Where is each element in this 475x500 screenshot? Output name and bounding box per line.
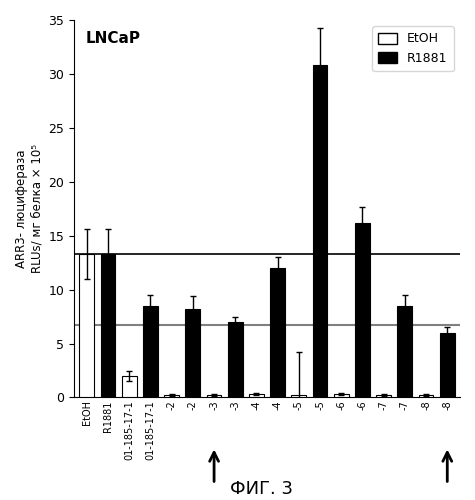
- Bar: [143, 306, 158, 398]
- Text: LNCaP: LNCaP: [86, 32, 141, 46]
- Bar: [270, 268, 285, 398]
- Bar: [334, 394, 349, 398]
- Bar: [376, 396, 391, 398]
- Bar: [313, 66, 327, 398]
- Bar: [79, 254, 95, 398]
- Bar: [185, 309, 200, 398]
- Bar: [249, 394, 264, 398]
- Bar: [418, 396, 434, 398]
- Bar: [207, 396, 221, 398]
- Bar: [101, 254, 115, 398]
- Bar: [228, 322, 243, 398]
- Bar: [355, 223, 370, 398]
- Text: ФИГ. 3: ФИГ. 3: [230, 480, 293, 498]
- Bar: [440, 333, 455, 398]
- Bar: [292, 396, 306, 398]
- Bar: [164, 396, 179, 398]
- Y-axis label: ARR3- люцифераза
RLUs/ мг белка × 10⁵: ARR3- люцифераза RLUs/ мг белка × 10⁵: [15, 144, 43, 273]
- Bar: [398, 306, 412, 398]
- Bar: [122, 376, 137, 398]
- Legend: EtOH, R1881: EtOH, R1881: [372, 26, 454, 71]
